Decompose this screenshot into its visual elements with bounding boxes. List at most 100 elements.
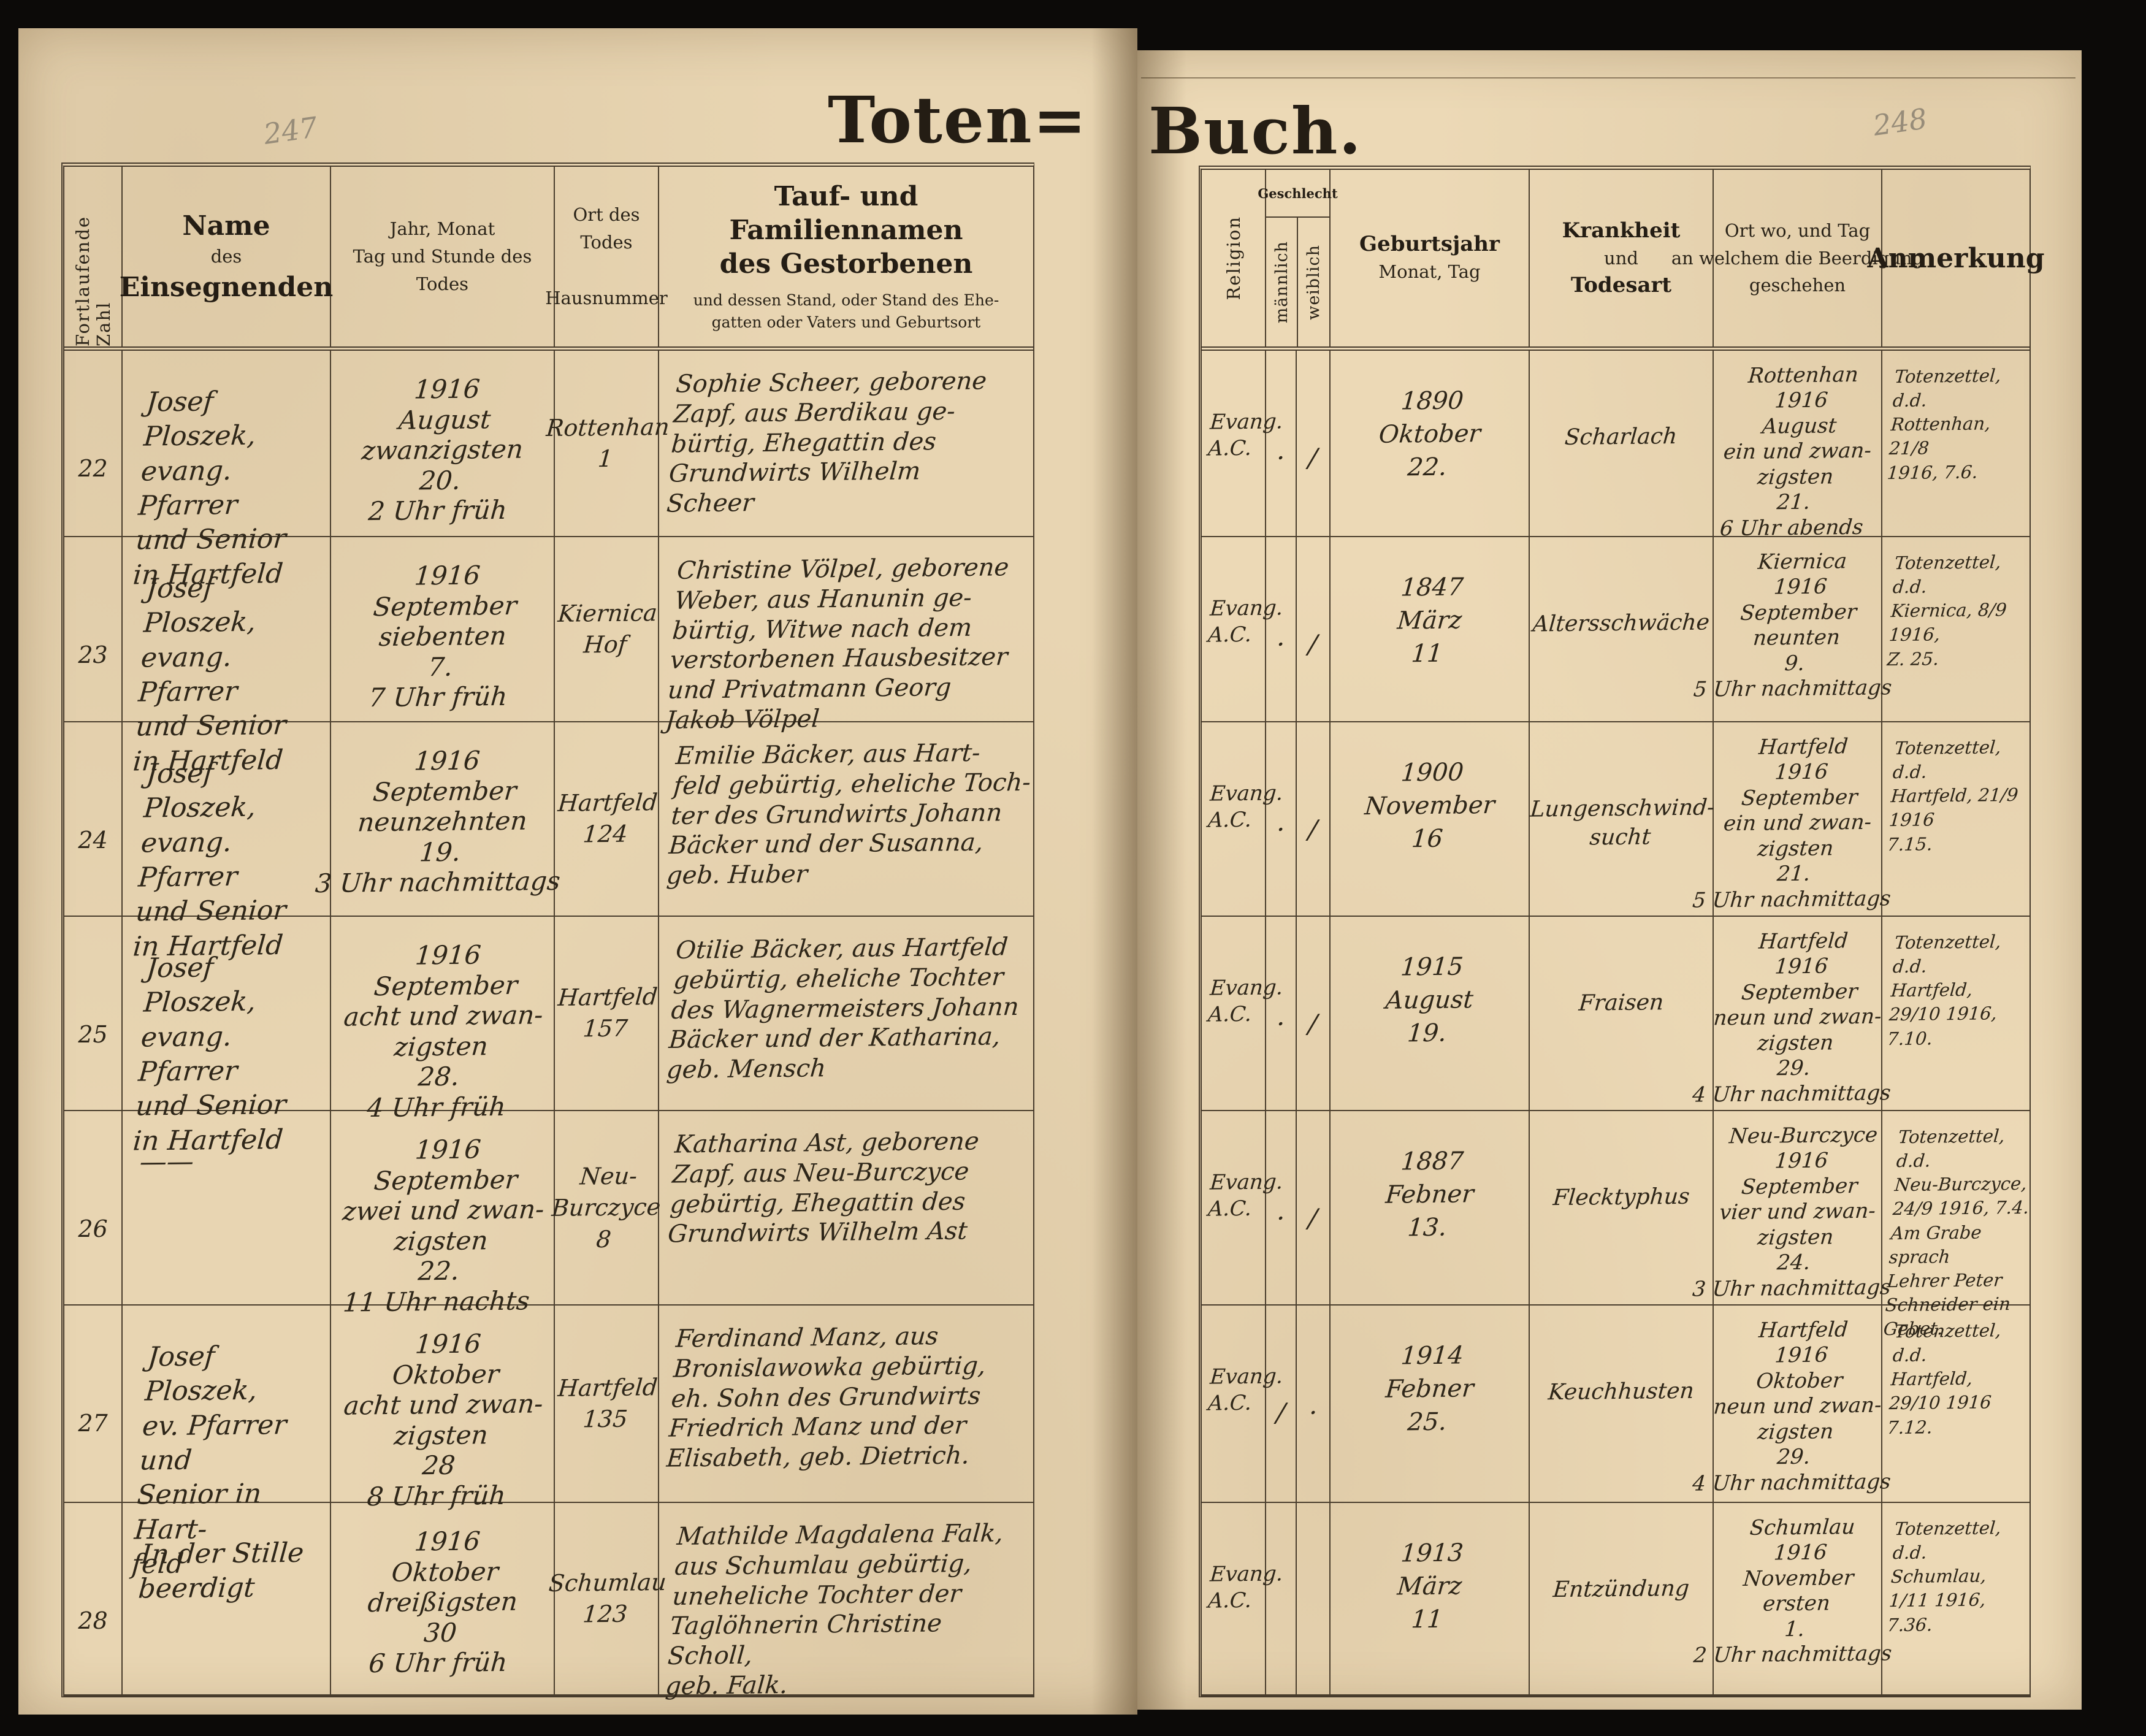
register-row: Evang. A.C. ·/1887 Febner 13. Flecktyphus N… [1202,1111,2030,1340]
register-row: 26 —— 1916 September zwei und zwan- zigste… [64,1111,1033,1317]
officiant-name: In der Stille beerdigt [123,1503,331,1694]
row-number: 26 [64,1111,123,1304]
death-place: Hartfeld 135 [555,1306,659,1502]
column-header-deceased-of: des Gestorbenen [719,248,973,280]
deceased-description: Sophie Scheer, geborene Zapf, aus Berdik… [665,367,988,518]
female-mark: / [1297,1111,1331,1304]
column-header-birth-month-day: Monat, Tag [1378,261,1481,282]
remark: Totenzettel, d.d. Rottenhan, 21/8 1916, … [1886,365,2002,483]
officiant-name: Josef Ploszek, ev. Pfarrer und Senior in… [123,1306,331,1580]
deceased-description: Otilie Bäcker, aus Hartfeld gebürtig, eh… [665,933,1020,1085]
column-header-death-place: Ort des Todes [573,204,640,253]
death-date: 1916 Oktober acht und zwan- zigsten 28 8… [331,1306,555,1512]
male-mark: · [1266,351,1297,536]
female-mark: / [1297,537,1331,721]
illness-cause-of-death: Flecktyphus [1530,1111,1714,1304]
burial-place-and-date: Neu-Burczyce 1916 September vier und zwa… [1692,1111,1892,1304]
register-row: Evang. A.C. ·/1847 März 11 Altersschwäche K… [1202,537,2030,722]
column-header-running-number: Fortlaufende Zahl [72,215,114,346]
male-mark [1266,1503,1297,1694]
burial-place-and-date: Rottenhan 1916 August ein und zwan- zigs… [1714,351,1882,541]
deceased-description: Katharina Ast, geborene Zapf, aus Neu-Bu… [666,1127,980,1248]
page-edge-line [1141,77,2075,78]
officiant-name: Josef Ploszek, evang. Pfarrer und Senior… [123,722,331,962]
illness-cause-of-death: Lungenschwind- sucht [1529,722,1716,916]
register-row: Evang. A.C. ·/1915 August 19. Fraisen Hartf… [1202,917,2030,1111]
birth-date: 1914 Febner 25. [1331,1306,1530,1502]
column-header-officiant-des: des [210,246,242,267]
death-place: Neu- Burczyce 8 [551,1111,662,1304]
birth-date: 1887 Febner 13. [1331,1111,1530,1304]
death-place: Kiernica Hof [555,537,659,721]
column-header-cause-of-death: Todesart [1570,273,1672,298]
illness-cause-of-death: Keuchhusten [1530,1306,1714,1502]
register-row: Evang. A.C. ·/1900 November 16 Lungenschwi… [1202,722,2030,917]
register-row: 27 Josef Ploszek, ev. Pfarrer und Senior … [64,1306,1033,1580]
burial-place-and-date: Hartfeld 1916 September ein und zwan- zi… [1692,722,1892,916]
religion: Evang. A.C. [1202,722,1284,916]
male-mark: / [1266,1306,1297,1502]
register-row: Evang. A.C. ·/1890 Oktober 22. Scharlach Ro… [1202,351,2030,541]
illness-cause-of-death: Scharlach [1530,351,1714,536]
death-date: 1916 September zwei und zwan- zigsten 22… [331,1111,555,1317]
remark: Totenzettel, d.d. Kiernica, 8/9 1916, Z.… [1886,551,2007,670]
register-row: Evang. A.C. / · 1914 Febner 25. Keuchhusten H… [1202,1306,2030,1503]
column-header-remark: Anmerkung [1867,242,2045,274]
burial-place-and-date: Hartfeld 1916 Oktober neun und zwan- zig… [1692,1306,1892,1502]
column-header-burial: Ort wo, und Tag an welchem die Beerdigun… [1671,220,1924,296]
row-number: 24 [64,722,123,916]
death-date: 1916 Oktober dreißigsten 30 6 Uhr früh [331,1503,555,1694]
column-header-religion: Religion [1223,216,1244,300]
deceased-description: Ferdinand Manz, aus Bronislawowka gebürt… [665,1322,987,1473]
birth-date: 1890 Oktober 22. [1331,351,1530,536]
religion: Evang. A.C. [1202,537,1284,721]
illness-cause-of-death: Entzündung [1530,1503,1714,1694]
officiant-name: Josef Ploszek, evang. Pfarrer und Senior… [123,537,331,777]
column-header-male: männlich [1272,240,1291,324]
religion: Evang. A.C. [1202,1306,1284,1502]
column-header-officiant-einsegnenden: Einsegnenden [119,271,334,303]
column-header-officiant-name: Name [182,210,270,242]
female-mark: / [1297,722,1331,916]
birth-date: 1913 März 11 [1331,1503,1530,1694]
row-number: 25 [64,917,123,1110]
religion: Evang. A.C. [1202,1503,1284,1694]
deceased-description: Mathilde Magdalena Falk, aus Schumlau ge… [664,1519,1004,1701]
column-header-sex: Geschlecht [1258,170,1338,218]
register-row: 28 In der Stille beerdigt 1916 Oktober dre… [64,1503,1033,1701]
burial-place-and-date: Kiernica 1916 September neunten 9. 5 Uhr… [1692,537,1893,721]
death-date: 1916 September neunzehnten 19. 3 Uhr nac… [314,722,562,916]
male-mark: · [1266,537,1297,721]
religion: Evang. A.C. [1202,1111,1284,1304]
column-header-house-number: Hausnummer [545,287,668,308]
illness-cause-of-death: Altersschwäche [1530,537,1714,721]
officiant-name: —— [123,1111,331,1304]
death-register-left-table: Fortlaufende Zahl Name des Einsegnenden … [61,163,1034,1701]
column-header-deceased-names: Tauf- und Familiennamen [729,180,963,246]
column-header-illness-und: und [1604,247,1638,269]
row-number: 23 [64,537,123,721]
deceased-description: Emilie Bäcker, aus Hart- feld gebürtig, … [665,738,1032,890]
remark: Totenzettel, d.d. Neu-Burczyce, 24/9 191… [1882,1125,2030,1340]
pencil-page-number-right: 248 [1871,102,1930,142]
register-row: 24 Josef Ploszek, evang. Pfarrer und Seni… [64,722,1033,962]
row-number: 22 [64,351,123,536]
illness-cause-of-death: Fraisen [1530,917,1714,1110]
burial-place-and-date: Schumlau 1916 November ersten 1. 2 Uhr n… [1692,1503,1893,1694]
pencil-page-number-left: 247 [261,110,320,151]
register-row: 23 Josef Ploszek, evang. Pfarrer und Seni… [64,537,1033,777]
register-row: 22 Josef Ploszek, evang. Pfarrer und Seni… [64,351,1033,591]
death-place: Hartfeld 157 [555,917,659,1110]
male-mark: · [1266,917,1297,1110]
male-mark: · [1266,1111,1297,1304]
birth-date: 1847 März 11 [1331,537,1530,721]
book-title-left: Toten= [828,82,1088,158]
deceased-description: Christine Völpel, geborene Weber, aus Ha… [664,553,1010,735]
right-table-header-row: Religion Geschlecht männlich weiblich Ge… [1202,170,2045,351]
male-mark: · [1266,722,1297,916]
left-table-header-row: Fortlaufende Zahl Name des Einsegnenden … [64,167,1033,351]
birth-date: 1900 November 16 [1331,722,1530,916]
book-title-right: Buch. [1148,93,1362,169]
right-page: Buch. 248 Religion Geschlecht männlich w… [1137,50,2082,1710]
